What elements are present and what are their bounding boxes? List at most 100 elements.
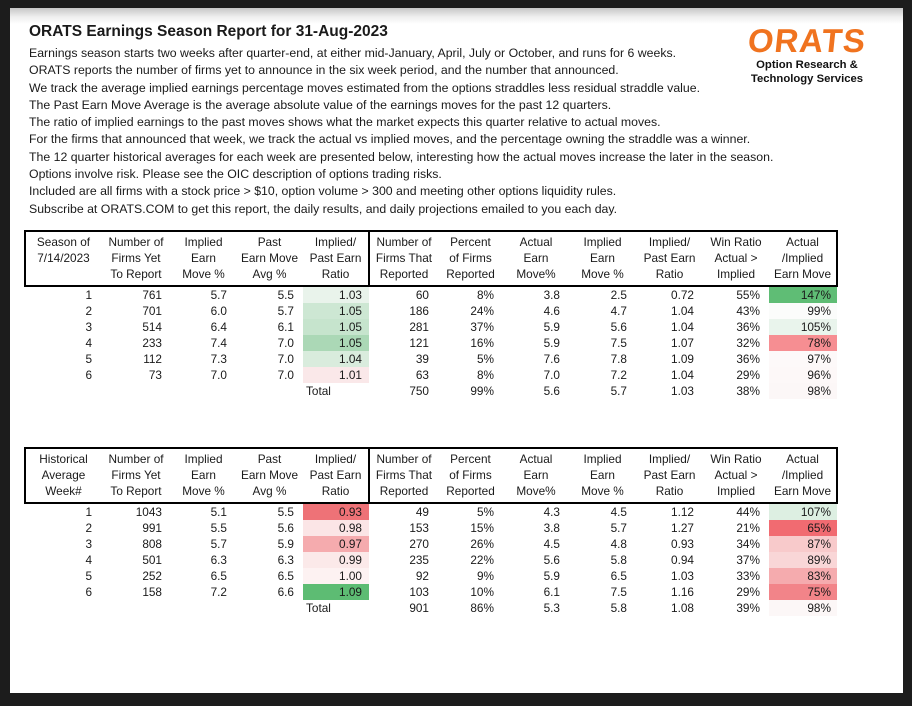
table-cell: 6.1 bbox=[543, 585, 560, 599]
table-cell: 153 bbox=[409, 521, 429, 535]
table-cell: 1.16 bbox=[671, 585, 694, 599]
table-cell: 1.07 bbox=[671, 336, 694, 350]
table-cell: 44% bbox=[736, 505, 760, 519]
table-cell: 4.8 bbox=[610, 537, 627, 551]
table-cell: 5.7 bbox=[210, 537, 227, 551]
table-cell: 65% bbox=[769, 520, 837, 536]
orats-tagline: Option Research & Technology Services bbox=[750, 59, 864, 85]
table-cell: 7.5 bbox=[610, 585, 627, 599]
table-cell: 15% bbox=[470, 521, 494, 535]
table-cell: 4.5 bbox=[610, 505, 627, 519]
column-header: Number of Firms That Reported bbox=[369, 447, 438, 504]
table-cell: 252 bbox=[142, 569, 162, 583]
table-cell: 26% bbox=[470, 537, 494, 551]
table-cell: 6.5 bbox=[610, 569, 627, 583]
table-cell: 1.03 bbox=[303, 286, 369, 303]
table-cell: 10% bbox=[470, 585, 494, 599]
column-header: Win Ratio Actual > Implied bbox=[703, 447, 769, 504]
table-cell: 4.6 bbox=[543, 304, 560, 318]
table-cell: 6.4 bbox=[210, 320, 227, 334]
table-cell: 0.94 bbox=[671, 553, 694, 567]
table-cell: 29% bbox=[736, 585, 760, 599]
table-cell: 158 bbox=[142, 585, 162, 599]
table-cell: 4 bbox=[85, 553, 92, 567]
table-cell: 7.0 bbox=[210, 368, 227, 382]
table-cell: 7.0 bbox=[277, 352, 294, 366]
column-header: Implied Earn Move % bbox=[569, 230, 636, 287]
column-header: Implied/ Past Earn Ratio bbox=[636, 447, 703, 504]
column-header: Implied/ Past Earn Ratio bbox=[636, 230, 703, 287]
table-cell: 701 bbox=[142, 304, 162, 318]
table-cell: 1.04 bbox=[671, 368, 694, 382]
table-cell: 43% bbox=[736, 304, 760, 318]
table-cell: 2 bbox=[85, 521, 92, 535]
table-cell: 22% bbox=[470, 553, 494, 567]
table-cell: 5.8 bbox=[610, 553, 627, 567]
table-cell: 4 bbox=[85, 336, 92, 350]
table-cell: 6.3 bbox=[210, 553, 227, 567]
table-cell: 1.12 bbox=[671, 505, 694, 519]
table-cell: 6 bbox=[85, 368, 92, 382]
intro-line: Included are all firms with a stock pric… bbox=[29, 184, 617, 199]
table-cell: 5.8 bbox=[610, 601, 627, 615]
table-cell: 6.6 bbox=[277, 585, 294, 599]
table-cell: 7.0 bbox=[543, 368, 560, 382]
table-cell: 5% bbox=[476, 352, 494, 366]
table-cell: 89% bbox=[769, 552, 837, 568]
table-cell: 29% bbox=[736, 368, 760, 382]
table-cell: 7.4 bbox=[210, 336, 227, 350]
table-cell: 1 bbox=[85, 505, 92, 519]
table-cell: 36% bbox=[736, 352, 760, 366]
table-cell: 7.2 bbox=[610, 368, 627, 382]
table-row: 1 761 5.7 5.5 1.03 60 8% 3.8 2.5 0.72 55% 147% bbox=[25, 286, 837, 303]
table-cell: 99% bbox=[470, 384, 494, 398]
table-cell: 1.05 bbox=[303, 319, 369, 335]
table-cell: 0.93 bbox=[671, 537, 694, 551]
column-header: Number of Firms That Reported bbox=[369, 230, 438, 287]
table-cell: 6 bbox=[85, 585, 92, 599]
column-header: Implied/ Past Earn Ratio bbox=[303, 447, 370, 504]
table-cell bbox=[236, 383, 303, 399]
page-top-shading bbox=[10, 8, 903, 24]
table-cell: 87% bbox=[769, 536, 837, 552]
historical-average-table: Historical Average Week# Number of Firms … bbox=[24, 447, 838, 616]
column-header: Win Ratio Actual > Implied bbox=[703, 230, 769, 287]
table-cell: 55% bbox=[736, 288, 760, 302]
table-cell: 105% bbox=[769, 319, 837, 335]
table-cell: 1.08 bbox=[671, 601, 694, 615]
page-title: ORATS Earnings Season Report for 31-Aug-… bbox=[29, 23, 388, 40]
table-cell: 98% bbox=[769, 600, 837, 616]
table-cell: 0.99 bbox=[303, 552, 369, 568]
table-cell: 0.98 bbox=[303, 520, 369, 536]
column-header: Number of Firms Yet To Report bbox=[101, 230, 171, 287]
table-cell: 5% bbox=[476, 505, 494, 519]
table-cell: 5.6 bbox=[543, 384, 560, 398]
table-cell: 73 bbox=[148, 368, 162, 382]
table-cell: 501 bbox=[142, 553, 162, 567]
intro-line: Earnings season starts two weeks after q… bbox=[29, 46, 677, 60]
table-cell: 7.2 bbox=[210, 585, 227, 599]
intro-line: Options involve risk. Please see the OIC… bbox=[29, 167, 442, 182]
table-cell: 97% bbox=[769, 351, 837, 367]
table-cell: 39% bbox=[736, 601, 760, 615]
table-cell: 1.09 bbox=[671, 352, 694, 366]
table-cell: 5.7 bbox=[610, 521, 627, 535]
table-cell: 6.1 bbox=[277, 320, 294, 334]
table-row: 3 808 5.7 5.9 0.97 270 26% 4.5 4.8 0.93 34% 87% bbox=[25, 536, 837, 552]
table-cell: 5.7 bbox=[277, 304, 294, 318]
table-cell: 49 bbox=[415, 505, 429, 519]
table-cell: 1.04 bbox=[671, 304, 694, 318]
table-cell: 808 bbox=[142, 537, 162, 551]
column-header: Season of 7/14/2023 bbox=[24, 230, 101, 287]
table-cell: 1043 bbox=[135, 505, 162, 519]
column-header: Percent of Firms Reported bbox=[438, 230, 503, 287]
table-cell: 2.5 bbox=[610, 288, 627, 302]
table-cell: 5 bbox=[85, 569, 92, 583]
table-cell: 1.27 bbox=[671, 521, 694, 535]
table-cell: 514 bbox=[142, 320, 162, 334]
table-cell: 24% bbox=[470, 304, 494, 318]
table-cell: 6.5 bbox=[277, 569, 294, 583]
table-cell: 0.97 bbox=[303, 536, 369, 552]
table-cell: 1.00 bbox=[303, 568, 369, 584]
table-cell: 901 bbox=[409, 601, 429, 615]
